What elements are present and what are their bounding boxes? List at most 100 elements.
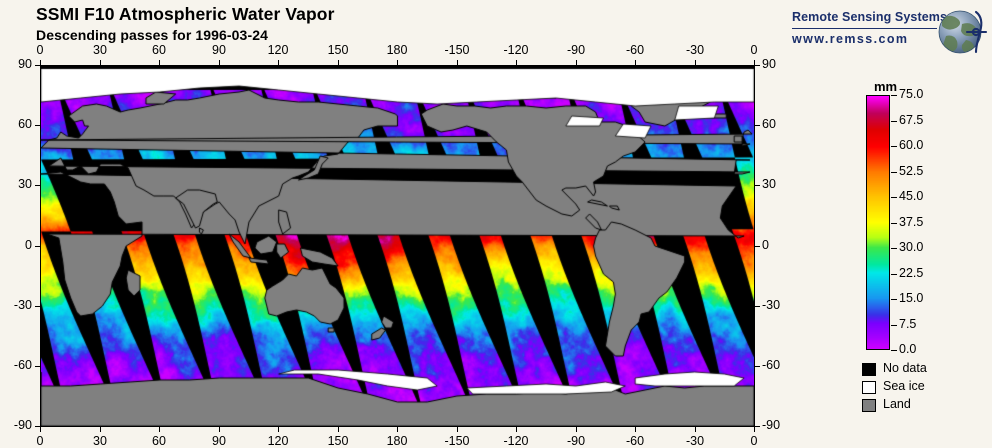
colorbar-tick-label: 75.0 (899, 87, 924, 101)
colorbar-tick (891, 146, 897, 147)
x-axis-tick-top (695, 60, 696, 65)
x-axis-tick-top (576, 60, 577, 65)
y-axis-tick (35, 125, 40, 126)
x-axis-label: 90 (212, 434, 226, 448)
x-axis-label: 60 (152, 434, 166, 448)
x-axis-tick-top (754, 60, 755, 65)
y-axis-tick-right (755, 185, 760, 186)
y-axis-label-right: 30 (762, 177, 776, 191)
x-axis-tick (278, 427, 279, 432)
x-axis-tick (219, 427, 220, 432)
legend-swatch-no-data (862, 363, 876, 376)
x-axis-tick (397, 427, 398, 432)
water-vapor-heatmap[interactable] (41, 66, 754, 426)
x-axis-label-top: -150 (444, 43, 470, 57)
x-axis-label-top: 90 (212, 43, 226, 57)
x-axis-label: 0 (750, 434, 758, 448)
colorbar-tick-label: 45.0 (899, 189, 924, 203)
x-axis-tick-top (397, 60, 398, 65)
colorbar-tick-label: 30.0 (899, 240, 924, 254)
rss-organization-name: Remote Sensing Systems (792, 10, 948, 24)
legend-label-no-data: No data (883, 361, 927, 375)
x-axis-label-top: 150 (327, 43, 349, 57)
x-axis-label: -30 (685, 434, 705, 448)
x-axis-label: 120 (267, 434, 289, 448)
x-axis-label: 180 (386, 434, 408, 448)
x-axis-label-top: 120 (267, 43, 289, 57)
rss-logo: Remote Sensing Systems www.remss.com (792, 8, 988, 60)
y-axis-tick-right (755, 246, 760, 247)
colorbar-tick (891, 121, 897, 122)
y-axis-tick (35, 366, 40, 367)
x-axis-label-top: -90 (566, 43, 586, 57)
x-axis-tick-top (100, 60, 101, 65)
legend-label-sea-ice: Sea ice (883, 379, 925, 393)
colorbar-tick-label: 67.5 (899, 113, 924, 127)
x-axis-label-top: 0 (36, 43, 44, 57)
colorbar-tick (891, 197, 897, 198)
x-axis-label-top: 30 (93, 43, 107, 57)
map-legend: No data Sea ice Land (862, 361, 990, 415)
x-axis-tick-top (338, 60, 339, 65)
x-axis-label: -150 (444, 434, 470, 448)
y-axis-label: 0 (25, 238, 32, 252)
x-axis-label: 30 (93, 434, 107, 448)
x-axis-label-top: -120 (503, 43, 529, 57)
x-axis-tick-top (40, 60, 41, 65)
x-axis-label-top: 60 (152, 43, 166, 57)
y-axis-label-right: 0 (762, 238, 769, 252)
figure-title: SSMI F10 Atmospheric Water Vapor (36, 4, 335, 24)
x-axis-tick (635, 427, 636, 432)
x-axis-label-top: -60 (625, 43, 645, 57)
y-axis-tick (35, 246, 40, 247)
y-axis-label: -60 (13, 358, 32, 372)
colorbar-tick-label: 0.0 (899, 342, 917, 356)
y-axis-label-right: -90 (762, 418, 781, 432)
colorbar-tick-label: 37.5 (899, 215, 924, 229)
legend-label-land: Land (883, 397, 911, 411)
x-axis-label: -120 (503, 434, 529, 448)
colorbar-tick-label: 60.0 (899, 138, 924, 152)
x-axis-tick-top (457, 60, 458, 65)
x-axis-tick (457, 427, 458, 432)
colorbar-tick-label: 52.5 (899, 164, 924, 178)
x-axis-tick-top (516, 60, 517, 65)
x-axis-label: 0 (36, 434, 44, 448)
rss-website: www.remss.com (792, 32, 909, 46)
logo-divider (792, 28, 937, 29)
x-axis-tick-top (635, 60, 636, 65)
colorbar-units-label: mm (874, 79, 898, 94)
colorbar-tick (891, 95, 897, 96)
y-axis-tick (35, 185, 40, 186)
x-axis-tick-top (219, 60, 220, 65)
figure-subtitle: Descending passes for 1996-03-24 (36, 27, 268, 43)
y-axis-label: 60 (18, 117, 32, 131)
colorbar-tick (891, 299, 897, 300)
y-axis-tick (35, 65, 40, 66)
y-axis-tick-right (755, 65, 760, 66)
x-axis-tick (100, 427, 101, 432)
y-axis-tick-right (755, 426, 760, 427)
x-axis-label-top: -30 (685, 43, 705, 57)
y-axis-label: 90 (18, 57, 32, 71)
colorbar-tick (891, 274, 897, 275)
legend-swatch-sea-ice (862, 381, 876, 394)
x-axis-label-top: 180 (386, 43, 408, 57)
colorbar-tick (891, 223, 897, 224)
y-axis-tick-right (755, 306, 760, 307)
colorbar-tick-label: 22.5 (899, 266, 924, 280)
y-axis-label-right: 60 (762, 117, 776, 131)
x-axis-tick-top (159, 60, 160, 65)
colorbar-tick (891, 325, 897, 326)
x-axis-tick-top (278, 60, 279, 65)
x-axis-tick (576, 427, 577, 432)
y-axis-label: -30 (13, 298, 32, 312)
legend-item-no-data: No data (862, 361, 990, 378)
x-axis-tick (338, 427, 339, 432)
map-panel[interactable] (40, 65, 755, 427)
y-axis-tick-right (755, 366, 760, 367)
colorbar-tick-label: 15.0 (899, 291, 924, 305)
legend-item-land: Land (862, 397, 990, 414)
globe-icon (938, 10, 988, 54)
